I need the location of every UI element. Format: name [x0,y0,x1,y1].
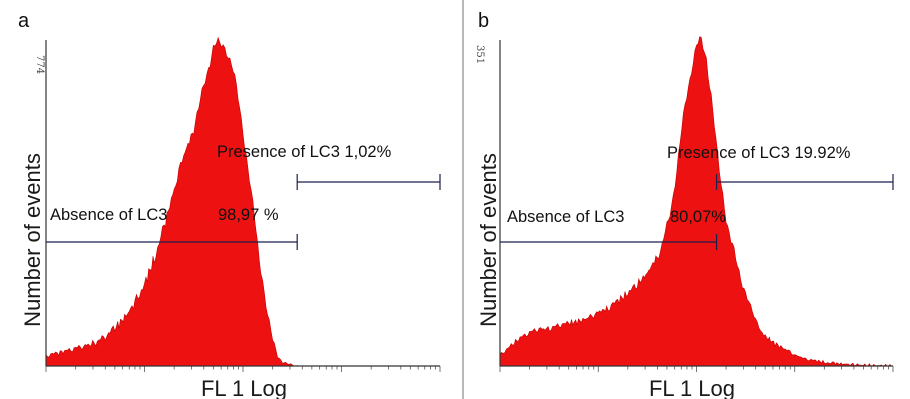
x-axis-ticks [45,366,441,372]
y-axis-label: Number of events [476,153,501,327]
x-axis-label: FL 1 Log [201,376,287,399]
panel-divider [462,0,464,399]
histogram-area [499,36,893,367]
histogram-panel-b: b 351 Number of events FL 1 Log Absence … [465,0,910,399]
gate-absence-label: Absence of LC3 [507,208,624,226]
y-max-tick: 774 [34,55,45,74]
histogram-panel-a: a 774 Number of events FL 1 Log Absence … [18,10,441,399]
histogram-b-svg: b 351 Number of events FL 1 Log Absence … [474,10,894,399]
gate-presence[interactable]: Presence of LC3 19.92% [667,144,894,190]
gate-absence-value: 80,07% [670,208,726,226]
panel-label: b [478,10,489,32]
gate-presence-label: Presence of LC3 1,02% [217,143,392,161]
y-max-tick: 351 [474,45,485,64]
histogram-area [45,36,440,367]
gate-absence-value: 98,97 % [218,206,279,224]
gate-absence[interactable]: Absence of LC3 98,97 % [46,206,298,250]
y-axis-label: Number of events [20,153,45,327]
panel-label: a [18,10,30,32]
x-axis-label: FL 1 Log [649,376,735,399]
gate-absence-label: Absence of LC3 [50,206,167,224]
gate-presence[interactable]: Presence of LC3 1,02% [217,143,441,190]
x-axis-ticks [499,366,894,372]
gate-absence[interactable]: Absence of LC3 80,07% [500,208,726,250]
histogram-a-svg: a 774 Number of events FL 1 Log Absence … [18,10,441,399]
gate-presence-label: Presence of LC3 19.92% [667,144,851,162]
